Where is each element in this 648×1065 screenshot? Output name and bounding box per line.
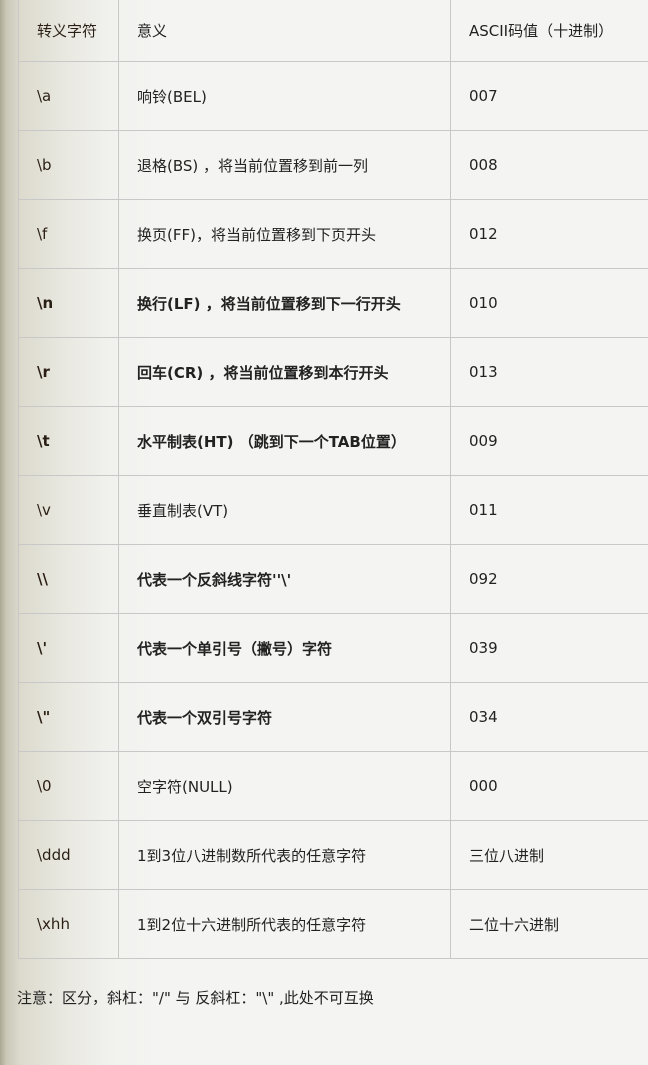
ascii-cell: 三位八进制 (450, 820, 648, 890)
meaning-cell: 退格(BS) ，将当前位置移到前一列 (118, 130, 451, 200)
escape-cell: \v (18, 475, 119, 545)
ascii-cell: 012 (450, 199, 648, 269)
ascii-cell: 034 (450, 682, 648, 752)
meaning-cell: 1到3位八进制数所代表的任意字符 (118, 820, 451, 890)
ascii-cell: 039 (450, 613, 648, 683)
table-row: \a 响铃(BEL) 007 (18, 61, 648, 131)
escape-cell: \f (18, 199, 119, 269)
meaning-cell: 代表一个单引号（撇号）字符 (118, 613, 451, 683)
table-row: \ddd 1到3位八进制数所代表的任意字符 三位八进制 (18, 820, 648, 890)
ascii-cell: 013 (450, 337, 648, 407)
meaning-cell: 代表一个反斜线字符''\' (118, 544, 451, 614)
table-header-row: 转义字符 意义 ASCII码值（十进制） (18, 0, 648, 62)
escape-cell: \" (18, 682, 119, 752)
table-row: \n 换行(LF) ，将当前位置移到下一行开头 010 (18, 268, 648, 338)
table-row: \t 水平制表(HT) （跳到下一个TAB位置） 009 (18, 406, 648, 476)
table-row: \\ 代表一个反斜线字符''\' 092 (18, 544, 648, 614)
ascii-cell: 009 (450, 406, 648, 476)
meaning-cell: 空字符(NULL) (118, 751, 451, 821)
meaning-cell: 响铃(BEL) (118, 61, 451, 131)
table-row: \b 退格(BS) ，将当前位置移到前一列 008 (18, 130, 648, 200)
table-row: \xhh 1到2位十六进制所代表的任意字符 二位十六进制 (18, 889, 648, 959)
table-row: \0 空字符(NULL) 000 (18, 751, 648, 821)
table-row: \f 换页(FF)，将当前位置移到下页开头 012 (18, 199, 648, 269)
escape-cell: \' (18, 613, 119, 683)
escape-cell: \\ (18, 544, 119, 614)
ascii-cell: 二位十六进制 (450, 889, 648, 959)
escape-cell: \a (18, 61, 119, 131)
escape-cell: \t (18, 406, 119, 476)
escape-cell: \0 (18, 751, 119, 821)
meaning-cell: 1到2位十六进制所代表的任意字符 (118, 889, 451, 959)
ascii-cell: 011 (450, 475, 648, 545)
meaning-cell: 换页(FF)，将当前位置移到下页开头 (118, 199, 451, 269)
table-row: \v 垂直制表(VT) 011 (18, 475, 648, 545)
meaning-cell: 水平制表(HT) （跳到下一个TAB位置） (118, 406, 451, 476)
ascii-cell: 007 (450, 61, 648, 131)
escape-cell: \n (18, 268, 119, 338)
ascii-cell: 010 (450, 268, 648, 338)
meaning-cell: 换行(LF) ，将当前位置移到下一行开头 (118, 268, 451, 338)
table-row: \r 回车(CR) ，将当前位置移到本行开头 013 (18, 337, 648, 407)
ascii-cell: 092 (450, 544, 648, 614)
header-meaning: 意义 (118, 0, 451, 62)
header-escape: 转义字符 (18, 0, 119, 62)
escape-cell: \r (18, 337, 119, 407)
ascii-cell: 008 (450, 130, 648, 200)
note-text: 注意：区分，斜杠："/" 与 反斜杠："\" ,此处不可互换 (17, 989, 374, 1007)
meaning-cell: 垂直制表(VT) (118, 475, 451, 545)
table-row: \' 代表一个单引号（撇号）字符 039 (18, 613, 648, 683)
escape-cell: \ddd (18, 820, 119, 890)
escape-cell: \xhh (18, 889, 119, 959)
table-row: \" 代表一个双引号字符 034 (18, 682, 648, 752)
ascii-cell: 000 (450, 751, 648, 821)
header-ascii: ASCII码值（十进制） (450, 0, 648, 62)
meaning-cell: 代表一个双引号字符 (118, 682, 451, 752)
meaning-cell: 回车(CR) ，将当前位置移到本行开头 (118, 337, 451, 407)
escape-character-table: 转义字符 意义 ASCII码值（十进制） \a 响铃(BEL) 007 \b 退格(BS… (18, 0, 648, 959)
escape-cell: \b (18, 130, 119, 200)
